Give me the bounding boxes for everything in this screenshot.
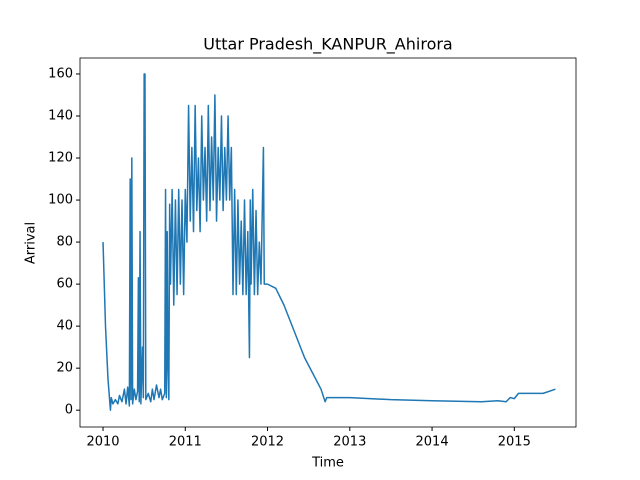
x-axis-label: Time: [311, 456, 344, 471]
data-line: [102, 73, 556, 411]
x-tick-label: 2011: [169, 435, 202, 450]
y-tick-label: 60: [56, 277, 73, 292]
chart-title: Uttar Pradesh_KANPUR_Ahirora: [203, 35, 452, 55]
x-tick-label: 2015: [498, 435, 531, 450]
y-tick-label: 140: [48, 108, 73, 123]
y-tick-label: 120: [48, 151, 73, 166]
x-tick-label: 2014: [416, 435, 449, 450]
y-tick-label: 160: [48, 66, 73, 81]
x-tick-label: 2010: [86, 435, 119, 450]
x-tick-label: 2013: [333, 435, 366, 450]
y-tick-label: 100: [48, 193, 73, 208]
y-tick-label: 80: [56, 235, 73, 250]
y-tick-label: 20: [56, 361, 73, 376]
plot-frame: [79, 57, 577, 428]
y-axis-label: Arrival: [24, 222, 39, 264]
y-tick-label: 0: [65, 403, 73, 418]
y-tick-label: 40: [56, 319, 73, 334]
x-tick-label: 2012: [251, 435, 284, 450]
